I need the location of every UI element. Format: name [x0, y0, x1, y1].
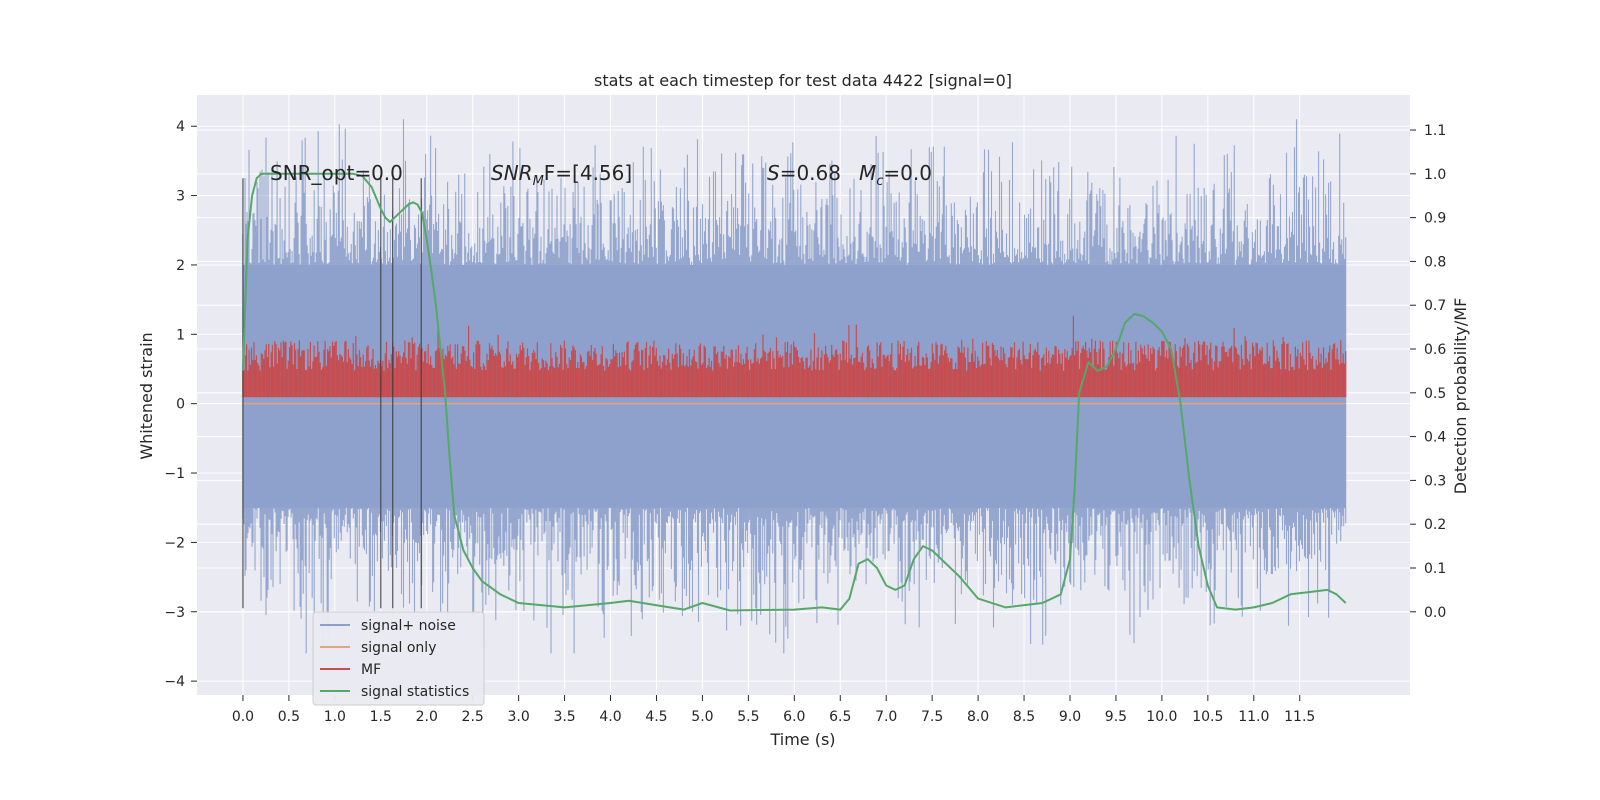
chart-title: stats at each timestep for test data 442… [594, 71, 1012, 90]
y2-tick-label: 0.4 [1424, 430, 1446, 446]
snr-opt-annotation: SNR_opt=0.0 [270, 161, 403, 185]
legend-label-signal-only: signal only [361, 640, 436, 656]
x-tick-label: 8.0 [967, 709, 989, 725]
legend-label-mf: MF [361, 662, 381, 678]
s-annotation: S=0.68 [767, 161, 841, 185]
x-tick-label: 5.0 [691, 709, 713, 725]
y-tick-label: 1 [176, 327, 185, 343]
snr-mf-main: SNR [491, 161, 533, 185]
mc-sub: c [876, 174, 883, 189]
y-tick-label: 3 [176, 189, 185, 205]
mc-main: M [859, 161, 876, 185]
y-tick-label: −2 [164, 535, 185, 551]
snr-mf-annotation: SNRMF=[4.56] [491, 161, 632, 189]
legend: signal+ noise signal only MF signal stat… [312, 611, 485, 706]
s-rest: =0.68 [780, 161, 841, 185]
legend-label-signal-statistics: signal statistics [361, 684, 469, 700]
x-tick-label: 3.0 [507, 709, 529, 725]
x-tick-label: 9.0 [1059, 709, 1081, 725]
y2-tick-label: 0.7 [1424, 298, 1446, 314]
x-tick-label: 6.0 [783, 709, 805, 725]
y2-tick-label: 0.9 [1424, 211, 1446, 227]
x-tick-label: 10.0 [1146, 709, 1177, 725]
y2-tick-label: 0.6 [1424, 342, 1446, 358]
x-tick-label: 9.5 [1105, 709, 1127, 725]
x-tick-label: 10.5 [1192, 709, 1223, 725]
y-tick-label: −1 [164, 466, 185, 482]
x-axis-label: Time (s) [769, 730, 835, 749]
mc-rest: =0.0 [883, 161, 932, 185]
signal-statistics-series [241, 172, 1347, 612]
legend-box [312, 611, 485, 706]
y2-axis-ticks: 1.1 1.0 0.9 0.8 0.7 0.6 0.5 0.4 0.3 0.2 0.1 0.0 [1410, 123, 1446, 621]
x-tick-label: 7.0 [875, 709, 897, 725]
x-tick-label: 5.5 [737, 709, 759, 725]
legend-label-signal-noise: signal+ noise [361, 618, 456, 634]
x-axis-ticks: 0.0 0.5 1.0 1.5 2.0 2.5 3.0 3.5 4.0 4.5 5.0 5.5 6.0 6… [232, 695, 1315, 725]
x-tick-label: 8.5 [1013, 709, 1035, 725]
y2-tick-label: 0.3 [1424, 473, 1446, 489]
y-tick-label: 4 [176, 119, 185, 135]
y2-tick-label: 0.8 [1424, 254, 1446, 270]
y-axis-label: Whitened strain [137, 332, 156, 459]
x-tick-label: 11.5 [1284, 709, 1315, 725]
x-tick-label: 11.0 [1238, 709, 1269, 725]
x-tick-label: 1.0 [324, 709, 346, 725]
y-tick-label: −4 [164, 674, 185, 690]
x-tick-label: 4.0 [599, 709, 621, 725]
x-tick-label: 7.5 [921, 709, 943, 725]
x-tick-label: 1.5 [370, 709, 392, 725]
x-tick-label: 6.5 [829, 709, 851, 725]
y2-tick-label: 0.1 [1424, 561, 1446, 577]
signal-statistics-line [241, 172, 1347, 612]
y2-axis-label: Detection probability/MF [1451, 298, 1470, 495]
s-main: S [767, 161, 780, 185]
y2-tick-label: 0.0 [1424, 605, 1446, 621]
y-tick-label: −3 [164, 605, 185, 621]
snr-mf-sub: M [533, 174, 544, 189]
x-tick-label: 0.5 [278, 709, 300, 725]
snr-mf-rest: F=[4.56] [544, 161, 632, 185]
y2-tick-label: 0.2 [1424, 517, 1446, 533]
x-tick-label: 2.0 [416, 709, 438, 725]
y-tick-label: 2 [176, 258, 185, 274]
x-tick-label: 2.5 [462, 709, 484, 725]
mc-annotation: Mc=0.0 [859, 161, 932, 189]
x-tick-label: 0.0 [232, 709, 254, 725]
x-tick-label: 3.5 [553, 709, 575, 725]
y-tick-label: 0 [176, 397, 185, 413]
y2-tick-label: 1.0 [1424, 167, 1446, 183]
y-axis-ticks: 4 3 2 1 0 −1 −2 −3 −4 [164, 119, 197, 690]
x-tick-label: 4.5 [645, 709, 667, 725]
y2-tick-label: 1.1 [1424, 123, 1446, 139]
y2-tick-label: 0.5 [1424, 386, 1446, 402]
vertical-lines [242, 178, 422, 609]
